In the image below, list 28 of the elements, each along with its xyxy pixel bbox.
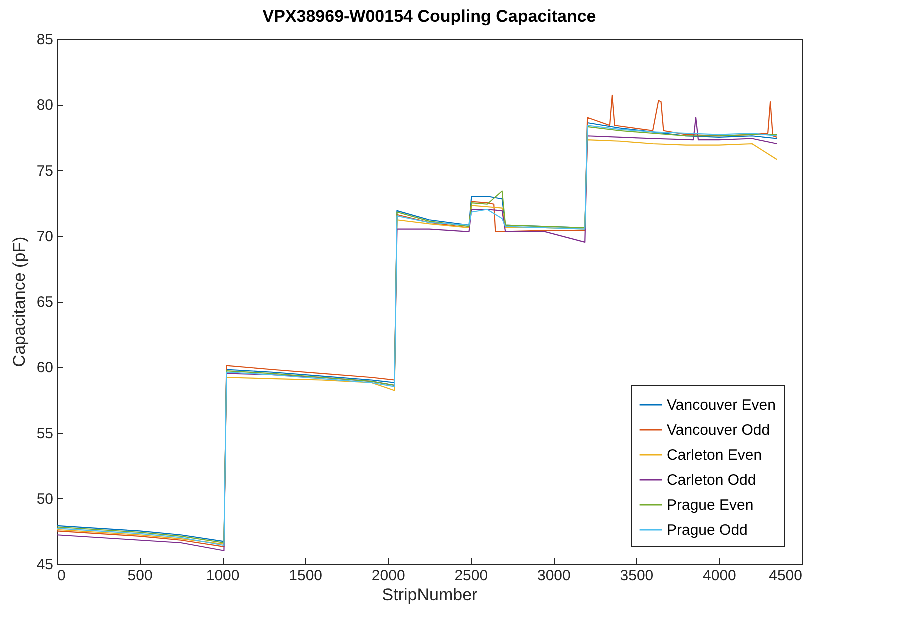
y-tick-label: 70: [36, 228, 54, 246]
x-tick-label: 3500: [620, 568, 654, 584]
legend-label: Prague Odd: [667, 522, 748, 539]
legend-label: Vancouver Odd: [667, 422, 770, 439]
legend-label: Carleton Even: [667, 447, 762, 464]
legend-label: Carleton Odd: [667, 472, 756, 489]
y-tick-label: 65: [36, 294, 54, 311]
y-tick-label: 55: [36, 425, 54, 442]
legend-label: Prague Even: [667, 497, 754, 514]
chart-title: VPX38969-W00154 Coupling Capacitance: [262, 7, 596, 26]
legend-label: Vancouver Even: [667, 397, 776, 414]
x-tick-label: 4500: [769, 568, 802, 584]
x-tick-label: 3000: [537, 568, 571, 584]
y-tick-label: 60: [36, 360, 54, 377]
y-tick-label: 50: [36, 490, 54, 508]
x-tick-label: 1000: [206, 568, 240, 584]
x-tick-label: 0: [58, 568, 66, 584]
x-axis-title: StripNumber: [382, 586, 478, 604]
y-tick-label: 75: [36, 162, 54, 180]
y-tick-label: 45: [36, 556, 54, 574]
y-axis-title: Capacitance (pF): [10, 236, 29, 368]
x-tick-label: 500: [128, 568, 153, 584]
y-tick-label: 85: [36, 32, 54, 48]
x-tick-label: 2500: [454, 568, 488, 584]
y-tick-label: 80: [36, 97, 54, 114]
x-tick-label: 1500: [289, 568, 323, 584]
x-tick-label: 4000: [703, 568, 736, 584]
x-tick-label: 2000: [372, 568, 406, 584]
